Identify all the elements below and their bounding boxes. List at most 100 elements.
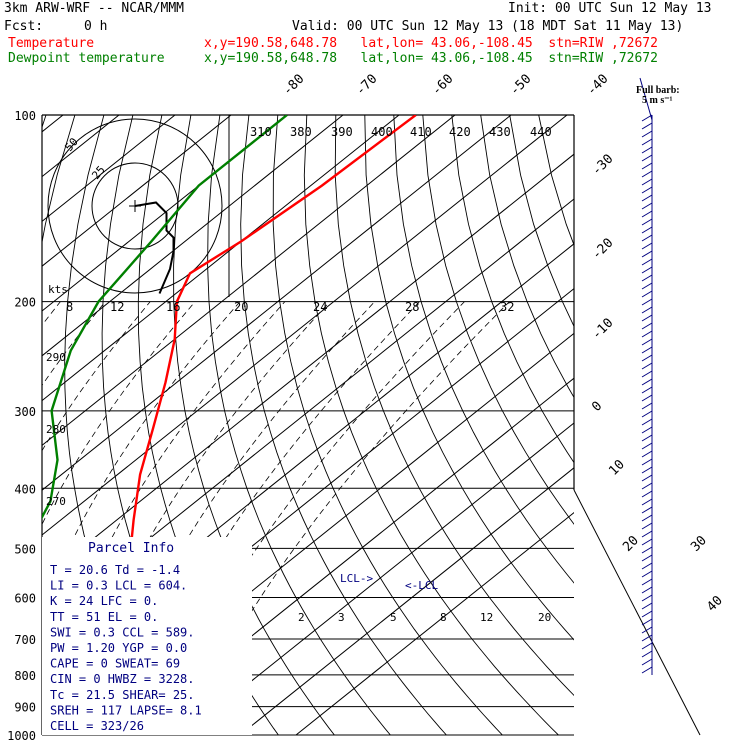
pressure-tick-label: 700	[14, 633, 36, 647]
wind-barb	[641, 466, 653, 474]
wind-barb	[641, 530, 653, 538]
theta-label: 390	[331, 125, 353, 139]
wind-barb	[641, 338, 653, 346]
wind-barb	[641, 362, 653, 370]
lcl-marker: <-LCL	[405, 579, 438, 592]
temperature-location: x,y=190.58,648.78 lat,lon= 43.06,-108.45…	[204, 36, 658, 51]
wind-barb	[641, 634, 653, 642]
theta-label: 420	[449, 125, 471, 139]
pressure-tick-label: 100	[14, 109, 36, 123]
mixing-ratio-label: 20	[234, 300, 248, 314]
hodograph-ring-label-50: 50	[62, 135, 80, 154]
isotherm-line	[42, 115, 288, 312]
wind-barb	[641, 154, 653, 162]
hodograph-units: kts	[48, 283, 68, 296]
wind-barb	[641, 522, 653, 530]
mixing-ratio-label: 16	[166, 300, 180, 314]
dewpoint-legend-label: Dewpoint temperature	[8, 51, 165, 66]
isotherm-line	[42, 115, 400, 402]
mixing-ratio-label: 2	[298, 611, 305, 624]
wind-barb	[641, 186, 653, 194]
dry-adiabat	[303, 115, 559, 735]
mixing-ratio-label: 24	[313, 300, 327, 314]
wind-barb	[641, 114, 653, 122]
wind-barb	[641, 162, 653, 170]
dry-adiabat	[272, 115, 503, 735]
moist-adiabat	[42, 301, 151, 452]
wind-barb	[641, 226, 653, 234]
isotherm-line	[239, 467, 574, 735]
wind-barb	[641, 434, 653, 442]
wind-barb	[641, 426, 653, 434]
parcel-info-title: Parcel Info	[88, 541, 174, 556]
mixing-ratio-label: 28	[405, 300, 419, 314]
wind-legend-title: Full barb:	[636, 85, 680, 96]
wind-barb	[641, 298, 653, 306]
wind-barb	[641, 330, 653, 338]
dry-adiabat	[422, 115, 574, 525]
wind-barb	[641, 306, 653, 314]
wind-barb	[641, 354, 653, 362]
wind-barb	[641, 250, 653, 258]
isotherm-line	[0, 115, 7, 735]
pressure-tick-label: 500	[14, 542, 36, 556]
pressure-tick-label: 400	[14, 482, 36, 496]
hodograph-ring-label-25: 25	[89, 163, 107, 182]
isotherm-line	[42, 198, 574, 626]
wind-barb	[641, 138, 653, 146]
wind-barb	[641, 242, 653, 250]
wind-barb	[641, 506, 653, 514]
temperature-legend-label: Temperature	[8, 36, 95, 51]
isotherm-label: -40	[584, 72, 611, 99]
parcel-info-row: CAPE = 0 SWEAT= 69	[50, 657, 180, 671]
mixing-ratio-label: 5	[390, 611, 397, 624]
wind-barb	[641, 274, 653, 282]
wind-barb	[641, 610, 653, 618]
mixing-ratio-label: 12	[480, 611, 493, 624]
isotherm-label: 10	[606, 457, 628, 479]
parcel-info-row: T = 20.6 Td = -1.4	[50, 563, 180, 577]
isotherm-line	[42, 115, 456, 447]
dry-adiabat	[538, 115, 574, 247]
wind-barb	[641, 322, 653, 330]
wind-barb	[641, 442, 653, 450]
mixing-ratio-label: 20	[538, 611, 551, 624]
wind-barb	[641, 546, 653, 554]
wind-barb	[641, 234, 653, 242]
wind-barb	[641, 450, 653, 458]
forecast-hour: 0 h	[84, 19, 108, 34]
wind-barb	[641, 626, 653, 634]
parcel-info-row: CIN = 0 HWBZ = 3228.	[50, 672, 195, 686]
wind-barb	[641, 570, 653, 578]
parcel-info-table: T = 20.6 Td = -1.4 LI = 0.3 LCL = 604.K =…	[50, 563, 202, 733]
wind-barb	[641, 282, 653, 290]
wind-barb	[641, 314, 653, 322]
isotherm-line	[42, 153, 574, 581]
wind-barb	[641, 258, 653, 266]
theta-label-left: 270	[46, 495, 66, 508]
wind-barb	[641, 490, 653, 498]
dry-adiabat	[451, 115, 574, 464]
dry-adiabat	[509, 115, 574, 328]
wind-barb	[641, 202, 653, 210]
isotherm-line	[42, 115, 232, 267]
theta-label: 440	[530, 125, 552, 139]
isotherm-line	[295, 511, 574, 735]
wind-barb	[641, 146, 653, 154]
isotherm-line	[42, 115, 568, 536]
dry-adiabat	[364, 115, 574, 641]
isotherm-line	[42, 115, 344, 357]
isotherm-label: 20	[620, 533, 642, 555]
wind-barb	[641, 210, 653, 218]
wind-barb	[641, 402, 653, 410]
dry-adiabat	[334, 115, 574, 697]
wind-barb	[641, 498, 653, 506]
parcel-info-row: SREH = 117 LAPSE= 8.1	[50, 703, 202, 717]
isotherm-label: -50	[507, 72, 534, 99]
wind-staff	[639, 77, 653, 121]
theta-label: 380	[290, 125, 312, 139]
parcel-info-row: K = 24 LFC = 0.	[50, 594, 158, 608]
theta-label-left: 290	[46, 351, 66, 364]
pressure-tick-label: 200	[14, 296, 36, 310]
wind-barb	[641, 586, 653, 594]
